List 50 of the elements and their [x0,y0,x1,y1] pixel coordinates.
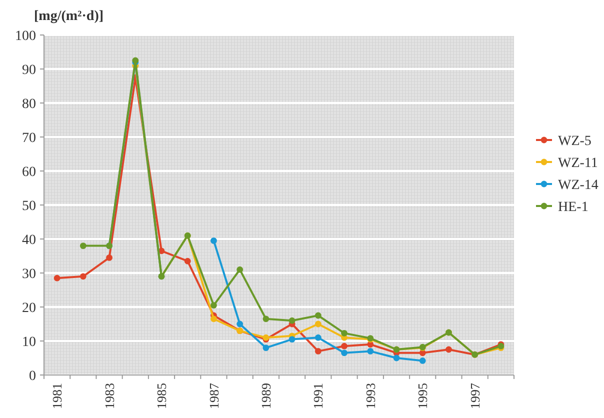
y-tick-label: 30 [22,266,36,282]
point [54,274,60,282]
point [367,348,374,354]
point [210,238,217,244]
y-tick-label: 40 [22,232,36,248]
point [80,273,86,280]
x-tick-label: 1987 [206,382,222,409]
point [288,317,296,324]
point [262,316,270,322]
point [80,242,86,249]
x-tick-label: 1991 [310,383,326,409]
y-tick-label: 80 [22,96,36,112]
y-tick-label: 10 [22,334,36,350]
y-tick-label: 100 [15,28,36,44]
y-tick-label: 70 [22,130,36,146]
point [341,350,348,356]
x-tick-label: 1997 [467,382,482,409]
x-tick-label: 1989 [258,383,274,409]
y-tick-label: 0 [29,368,36,384]
point [314,348,322,354]
point [236,266,244,273]
point [314,312,322,319]
point [314,320,322,328]
point [210,302,217,308]
legend-label: WZ-14 [558,178,598,193]
x-tick-label: 1995 [415,383,430,409]
point [106,254,112,261]
x-tick-label: 1981 [50,383,65,409]
legend-label: WZ-11 [558,156,598,171]
point [446,346,452,353]
point [210,316,217,322]
y-tick-label: 60 [22,164,36,180]
point [341,342,348,350]
x-tick-label: 1985 [154,383,170,409]
y-axis-title: [mg/(m²·d)] [34,9,104,24]
point [393,354,400,362]
y-tick-label: 50 [22,198,36,214]
y-tick-label: 20 [22,300,36,316]
y-tick-label: 90 [22,62,36,78]
point [419,358,426,364]
x-tick-label: 1993 [362,383,378,409]
point [184,258,191,264]
point [288,336,296,342]
point [236,320,244,328]
legend-label: HE-1 [558,200,588,215]
point [341,330,348,336]
legend-label: WZ-5 [558,134,592,149]
point [262,344,270,351]
point [314,334,322,341]
x-tick-label: 1983 [102,383,117,409]
